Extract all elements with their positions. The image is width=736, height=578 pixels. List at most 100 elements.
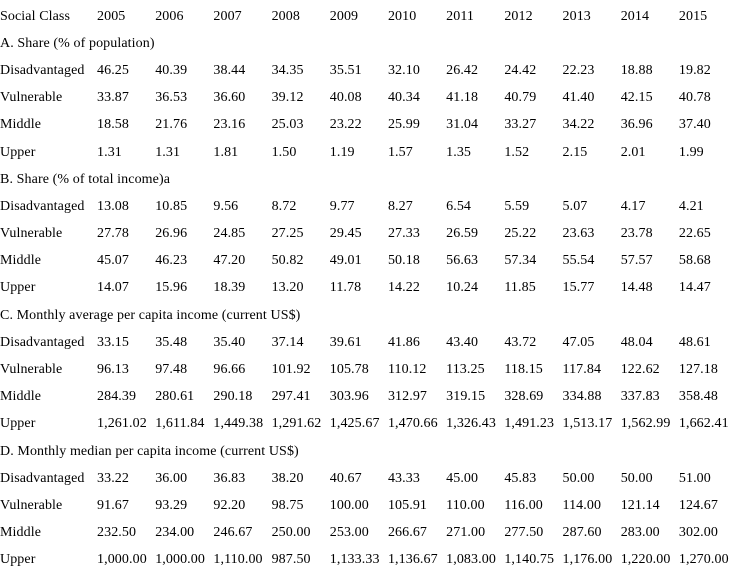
row-label: Middle bbox=[0, 525, 42, 541]
data-cell: 23.78 bbox=[620, 226, 653, 242]
data-cell: 283.00 bbox=[620, 525, 660, 541]
table-row: Middle 232.50 234.00 246.67 250.00 253.0… bbox=[0, 520, 736, 547]
data-cell: 1,136.67 bbox=[387, 552, 438, 568]
data-cell: 27.25 bbox=[271, 226, 304, 242]
data-cell: 1,261.02 bbox=[97, 416, 147, 432]
section-a-title: A. Share (% of population) bbox=[0, 35, 155, 51]
data-cell: 15.77 bbox=[562, 280, 595, 296]
data-cell: 45.83 bbox=[504, 470, 537, 486]
data-cell: 1.19 bbox=[329, 144, 355, 160]
column-header-year: 2009 bbox=[329, 8, 359, 24]
data-cell: 35.51 bbox=[329, 62, 362, 78]
data-cell: 2.15 bbox=[562, 144, 588, 160]
data-cell: 50.00 bbox=[562, 470, 595, 486]
data-cell: 1.57 bbox=[387, 144, 413, 160]
data-cell: 1,513.17 bbox=[562, 416, 613, 432]
data-cell: 14.07 bbox=[97, 280, 129, 296]
data-cell: 93.29 bbox=[155, 497, 188, 513]
data-cell: 50.18 bbox=[387, 253, 420, 269]
section-d-title: D. Monthly median per capita income (cur… bbox=[0, 443, 299, 459]
section-b-title: B. Share (% of total income)a bbox=[0, 171, 171, 187]
data-cell: 280.61 bbox=[155, 389, 195, 405]
data-cell: 29.45 bbox=[329, 226, 362, 242]
data-cell: 9.77 bbox=[329, 198, 355, 214]
data-cell: 40.78 bbox=[678, 90, 711, 106]
data-cell: 1,140.75 bbox=[504, 552, 555, 568]
data-cell: 23.22 bbox=[329, 117, 362, 133]
data-cell: 302.00 bbox=[678, 525, 718, 541]
data-cell: 31.04 bbox=[446, 117, 479, 133]
data-cell: 4.17 bbox=[620, 198, 646, 214]
column-header-year: 2010 bbox=[387, 8, 417, 24]
data-cell: 287.60 bbox=[562, 525, 602, 541]
data-cell: 290.18 bbox=[213, 389, 253, 405]
data-cell: 22.65 bbox=[678, 226, 711, 242]
data-cell: 21.76 bbox=[155, 117, 188, 133]
data-cell: 40.34 bbox=[387, 90, 420, 106]
data-cell: 319.15 bbox=[446, 389, 486, 405]
data-cell: 26.59 bbox=[446, 226, 479, 242]
data-cell: 23.63 bbox=[562, 226, 595, 242]
data-cell: 13.08 bbox=[97, 198, 129, 214]
data-cell: 1,662.41 bbox=[678, 416, 729, 432]
data-cell: 1.99 bbox=[678, 144, 704, 160]
data-cell: 334.88 bbox=[562, 389, 602, 405]
data-cell: 18.39 bbox=[213, 280, 246, 296]
data-cell: 1,562.99 bbox=[620, 416, 671, 432]
data-cell: 57.57 bbox=[620, 253, 653, 269]
data-cell: 51.00 bbox=[678, 470, 711, 486]
data-cell: 100.00 bbox=[329, 497, 369, 513]
data-cell: 42.15 bbox=[620, 90, 653, 106]
data-cell: 32.10 bbox=[387, 62, 420, 78]
table-row: Middle 18.58 21.76 23.16 25.03 23.22 25.… bbox=[0, 112, 736, 139]
data-cell: 1,491.23 bbox=[504, 416, 555, 432]
data-cell: 48.61 bbox=[678, 334, 711, 350]
data-cell: 122.62 bbox=[620, 362, 660, 378]
row-label: Upper bbox=[0, 552, 36, 568]
data-cell: 41.18 bbox=[446, 90, 479, 106]
data-cell: 25.22 bbox=[504, 226, 537, 242]
data-cell: 337.83 bbox=[620, 389, 660, 405]
data-cell: 24.85 bbox=[213, 226, 246, 242]
data-cell: 110.12 bbox=[387, 362, 427, 378]
data-cell: 40.79 bbox=[504, 90, 537, 106]
data-cell: 8.27 bbox=[387, 198, 413, 214]
data-cell: 1.81 bbox=[213, 144, 239, 160]
table-row: Middle 45.07 46.23 47.20 50.82 49.01 50.… bbox=[0, 248, 736, 275]
data-cell: 105.78 bbox=[329, 362, 369, 378]
data-cell: 271.00 bbox=[446, 525, 486, 541]
table-row: Upper 14.07 15.96 18.39 13.20 11.78 14.2… bbox=[0, 275, 736, 302]
row-label: Upper bbox=[0, 280, 36, 296]
data-cell: 14.48 bbox=[620, 280, 653, 296]
row-label: Middle bbox=[0, 253, 42, 269]
table-row: Middle 284.39 280.61 290.18 297.41 303.9… bbox=[0, 384, 736, 411]
data-cell: 1.50 bbox=[271, 144, 297, 160]
section-title-row: C. Monthly average per capita income (cu… bbox=[0, 302, 736, 329]
data-cell: 1,083.00 bbox=[446, 552, 496, 568]
column-header-year: 2011 bbox=[446, 8, 475, 24]
column-header-year: 2012 bbox=[504, 8, 533, 24]
data-cell: 1,425.67 bbox=[329, 416, 380, 432]
table-row: Vulnerable 96.13 97.48 96.66 101.92 105.… bbox=[0, 356, 736, 383]
data-cell: 25.03 bbox=[271, 117, 304, 133]
data-cell: 1,611.84 bbox=[155, 416, 205, 432]
data-cell: 58.68 bbox=[678, 253, 711, 269]
data-cell: 10.24 bbox=[446, 280, 479, 296]
data-cell: 49.01 bbox=[329, 253, 362, 269]
data-cell: 55.54 bbox=[562, 253, 595, 269]
row-label: Vulnerable bbox=[0, 362, 63, 378]
column-header-year: 2015 bbox=[678, 8, 708, 24]
table-row: Vulnerable 27.78 26.96 24.85 27.25 29.45… bbox=[0, 221, 736, 248]
row-label: Disadvantaged bbox=[0, 470, 85, 486]
data-cell: 23.16 bbox=[213, 117, 246, 133]
data-cell: 41.86 bbox=[387, 334, 420, 350]
table-row: Vulnerable 33.87 36.53 36.60 39.12 40.08… bbox=[0, 85, 736, 112]
data-cell: 36.96 bbox=[620, 117, 653, 133]
data-cell: 26.42 bbox=[446, 62, 479, 78]
data-cell: 37.14 bbox=[271, 334, 304, 350]
data-cell: 33.15 bbox=[97, 334, 129, 350]
section-title-row: A. Share (% of population) bbox=[0, 30, 736, 57]
column-header-year: 2008 bbox=[271, 8, 300, 24]
data-cell: 127.18 bbox=[678, 362, 718, 378]
data-cell: 118.15 bbox=[504, 362, 543, 378]
